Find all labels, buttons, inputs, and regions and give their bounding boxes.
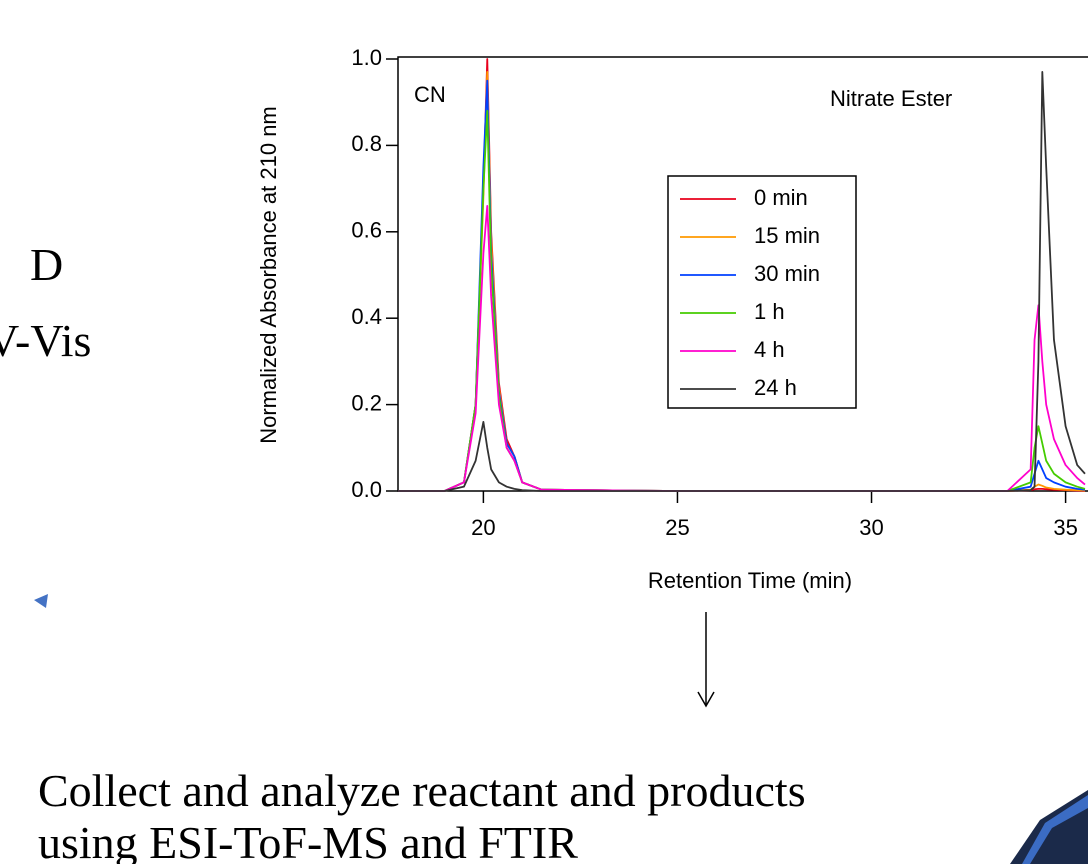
legend-label: 4 h [754, 337, 785, 362]
legend-label: 24 h [754, 375, 797, 400]
series-line [398, 71, 1086, 492]
caption: using ESI-ToF-MS and FTIR [38, 817, 578, 864]
legend-label: 15 min [754, 223, 820, 248]
y-tick-label: 0.0 [351, 477, 382, 502]
side-text: V-Vis [0, 315, 91, 366]
y-tick-label: 0.4 [351, 304, 382, 329]
chart: Normalized Absorbance at 210 nm Retentio… [256, 45, 1088, 593]
y-tick-label: 1.0 [351, 45, 382, 70]
y-tick-label: 0.8 [351, 131, 382, 156]
legend-label: 1 h [754, 299, 785, 324]
y-axis-title: Normalized Absorbance at 210 nm [256, 106, 281, 444]
side-text: D [30, 239, 63, 290]
x-tick-label: 20 [471, 515, 495, 540]
x-tick-label: 35 [1053, 515, 1077, 540]
corner-image [1022, 795, 1088, 864]
caption: Collect and analyze reactant and product… [38, 765, 806, 816]
legend-box [667, 175, 857, 409]
legend-label: 30 min [754, 261, 820, 286]
annotation: CN [414, 82, 446, 107]
annotation: Nitrate Ester [830, 86, 952, 111]
y-tick-label: 0.2 [351, 390, 382, 415]
arrow-head [697, 691, 715, 708]
y-tick-label: 0.6 [351, 218, 382, 243]
x-tick-label: 25 [665, 515, 689, 540]
x-axis-title: Retention Time (min) [648, 568, 852, 593]
legend-label: 0 min [754, 185, 808, 210]
bullet-marker [34, 594, 48, 608]
x-tick-label: 30 [859, 515, 883, 540]
